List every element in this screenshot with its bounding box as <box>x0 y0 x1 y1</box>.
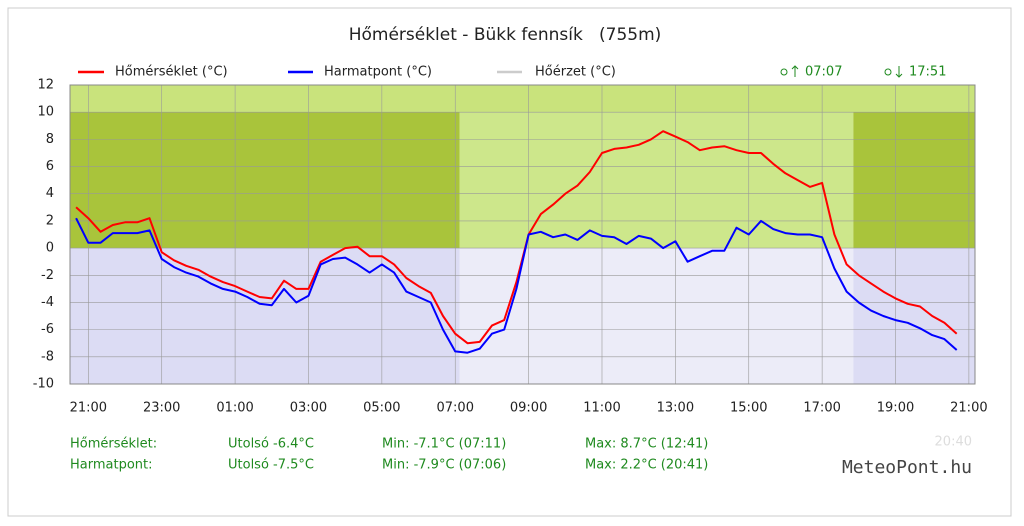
up-arrow <box>791 65 799 77</box>
y-tick-label: 10 <box>37 105 54 120</box>
legend: Hőmérséklet (°C) Harmatpont (°C) Hőérzet… <box>78 65 616 80</box>
x-tick-label: 01:00 <box>216 401 253 416</box>
x-tick-label: 19:00 <box>877 401 914 416</box>
background <box>70 85 975 384</box>
sun-icon <box>884 68 892 76</box>
sunset: 17:51 <box>884 65 946 80</box>
x-tick-label: 21:00 <box>70 401 107 416</box>
plot-border <box>69 84 976 385</box>
stat-last: Utolsó -6.4°C <box>228 437 314 452</box>
chart-title: Hőmérséklet - Bükk fennsík (755m) <box>349 25 662 45</box>
y-tick-label: 8 <box>46 132 54 147</box>
night-below-zero <box>70 248 460 384</box>
band-top <box>70 85 975 113</box>
stat-name: Harmatpont: <box>70 458 153 473</box>
x-tick-label: 05:00 <box>363 401 400 416</box>
stat-min: Min: -7.1°C (07:11) <box>382 437 506 452</box>
y-tick-label: -6 <box>41 322 54 337</box>
day-above-zero <box>459 112 854 249</box>
y-tick-label: -10 <box>33 377 54 392</box>
lines <box>75 130 958 354</box>
legend-label: Hőérzet (°C) <box>535 65 616 80</box>
sun-icon <box>780 68 788 76</box>
stats: Hőmérséklet: Utolsó -6.4°C Min: -7.1°C (… <box>70 437 708 473</box>
series-line <box>75 217 958 354</box>
stat-name: Hőmérséklet: <box>70 437 157 452</box>
stat-max: Max: 8.7°C (12:41) <box>585 437 708 452</box>
night-above-zero <box>70 112 460 249</box>
stat-max: Max: 2.2°C (20:41) <box>585 458 708 473</box>
x-tick-label: 15:00 <box>730 401 767 416</box>
y-tick-label: -4 <box>41 295 54 310</box>
x-tick-label: 23:00 <box>143 401 180 416</box>
x-tick-label: 11:00 <box>583 401 620 416</box>
x-tick-label: 21:00 <box>950 401 987 416</box>
stat-min: Min: -7.9°C (07:06) <box>382 458 506 473</box>
y-tick-label: 0 <box>46 241 54 256</box>
legend-label: Harmatpont (°C) <box>324 65 432 80</box>
sunset-time: 17:51 <box>909 65 946 80</box>
x-tick-label: 13:00 <box>657 401 694 416</box>
x-tick-label: 09:00 <box>510 401 547 416</box>
night-below-zero <box>853 248 975 384</box>
day-below-zero <box>459 248 854 384</box>
y-tick-label: -8 <box>41 349 54 364</box>
y-tick-label: 4 <box>46 186 54 201</box>
series-line <box>75 130 958 345</box>
down-arrow <box>895 66 903 78</box>
y-tick-label: 12 <box>37 78 54 93</box>
y-tick-label: 2 <box>46 213 54 228</box>
update-time: 20:40 <box>935 435 972 450</box>
sunrise-time: 07:07 <box>805 65 842 80</box>
x-tick-label: 07:00 <box>437 401 474 416</box>
x-tick-label: 17:00 <box>803 401 840 416</box>
y-tick-label: 6 <box>46 159 54 174</box>
stat-last: Utolsó -7.5°C <box>228 458 314 473</box>
brand: MeteoPont.hu <box>842 457 972 478</box>
sunrise: 07:07 <box>780 65 842 80</box>
x-tick-label: 03:00 <box>290 401 327 416</box>
legend-label: Hőmérséklet (°C) <box>115 65 228 80</box>
night-above-zero <box>853 112 975 249</box>
y-tick-label: -2 <box>41 268 54 283</box>
